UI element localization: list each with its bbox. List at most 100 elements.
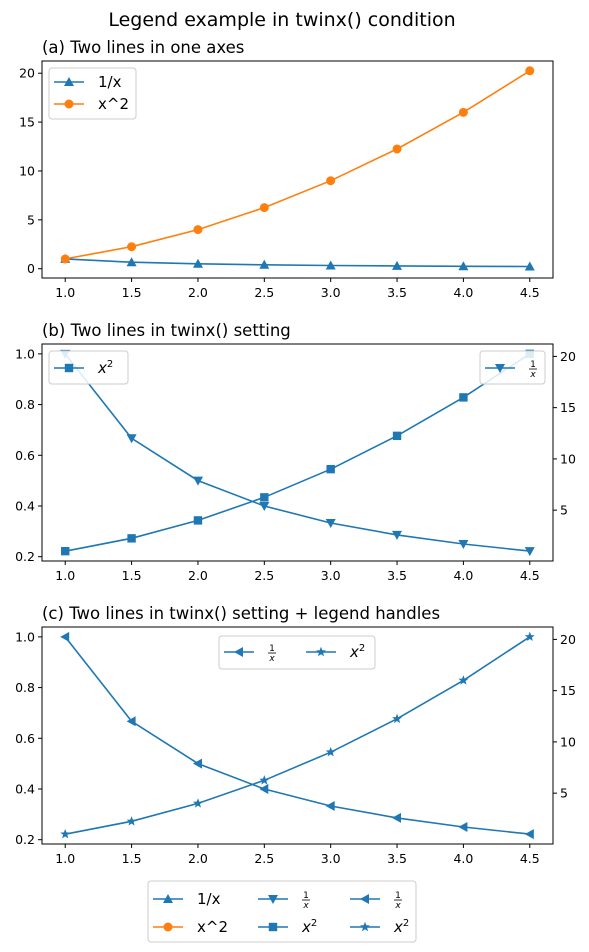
legend-b-right: 1x [479,350,546,385]
data-point [326,176,336,186]
axes-frame [41,343,554,562]
x-tick-label: 3.5 [387,851,407,866]
x-tick-label: 1.0 [55,851,75,866]
series-1 [60,631,534,840]
right-y-tick-label: 5 [560,786,568,801]
data-point [524,631,535,641]
right-y-tick-label: 15 [560,683,576,698]
svg-text:x: x [529,370,536,380]
data-point [60,829,71,839]
series-2 [61,349,534,556]
data-point [325,747,336,757]
figure-legend-entry: 1/x [153,890,221,908]
svg-text:x: x [268,654,275,664]
y-tick-label: 0.6 [15,448,35,463]
y-tick-label: 0.8 [15,680,35,695]
subplot-c-title: (c) Two lines in twinx() setting + legen… [42,604,440,623]
legend-b-left: x2 [48,350,129,385]
right-y-tick-label: 10 [560,451,576,466]
series-1 [60,253,535,271]
data-point [392,713,402,724]
figure-legend-entry: 1x [258,891,310,911]
data-point [458,675,469,685]
x-tick-label: 1.5 [122,568,142,583]
svg-text:1: 1 [530,360,536,370]
x-tick-label: 3.5 [387,285,407,300]
series-line [65,636,531,835]
data-point [458,261,469,271]
axes-frame [41,626,554,845]
svg-text:1: 1 [395,891,401,901]
svg-text:x: x [394,901,401,911]
data-point [126,434,137,444]
y-tick-label: 15 [19,115,35,130]
data-point [259,784,269,794]
subplot-c: 1.0 1.5 2.0 2.5 3.0 3.5 4.0 4.5 0.2 0.4 0.6 0.8 1.0 5… [15,626,576,866]
y-tick-label: 0.6 [15,731,35,746]
data-point [259,775,270,785]
data-point [524,547,535,557]
series-line [64,636,530,835]
data-point [60,254,70,264]
legend-entry: x^2 [54,95,129,113]
data-point [458,107,468,117]
data-point [325,519,336,528]
x-tick-label: 2.5 [254,285,274,300]
svg-text:1/x: 1/x [98,73,122,91]
series-2 [60,631,535,839]
x-tick-label: 4.5 [520,285,540,300]
data-point [392,260,402,270]
x-tick-label: 4.0 [453,568,473,583]
x-tick-label: 2.5 [254,851,274,866]
x-tick-label: 3.0 [321,851,341,866]
data-point [61,546,70,556]
data-point [326,464,335,474]
data-point [127,242,137,252]
figure-legend-entry: x^2 [153,918,228,936]
subplot-a-title: (a) Two lines in one axes [42,38,244,57]
y-tick-label: 1.0 [15,629,35,644]
y-tick-label: 0.4 [15,781,35,796]
data-point [193,798,203,808]
data-point [193,225,203,235]
data-point [127,534,136,543]
y-tick-label: 1.0 [15,346,35,361]
x-tick-label: 1.0 [55,568,75,583]
y-tick-label: 10 [19,163,35,178]
data-point [458,540,469,549]
series-line [65,70,531,260]
y-tick-label: 0.2 [15,549,35,564]
svg-text:1: 1 [303,891,309,901]
series-1 [60,349,535,557]
series-line [65,258,530,268]
data-point [458,822,468,832]
x-tick-label: 1.5 [122,851,142,866]
legend-frame [218,635,376,670]
svg-text:x^2: x^2 [197,918,228,936]
x-tick-label: 1.0 [55,285,75,300]
svg-text:x: x [302,901,309,911]
legend-entry: 1x [224,644,276,664]
data-point [459,393,468,402]
x-tick-label: 2.0 [188,851,208,866]
data-point [259,502,270,511]
x-tick-label: 2.0 [188,568,208,583]
data-point [524,829,534,840]
right-y-tick-label: 10 [560,734,576,749]
data-point [392,812,401,823]
legend-frame [147,880,417,943]
legend-c: 1x x2 [218,635,376,670]
data-point [392,431,402,441]
data-point [193,758,202,769]
series-line [64,353,530,552]
svg-text:1: 1 [269,644,275,654]
y-tick-label: 0.4 [15,498,35,513]
data-point [325,801,335,811]
series-2 [60,66,535,264]
right-y-tick-label: 20 [560,632,576,647]
axes-frame [41,60,554,279]
x-tick-label: 3.0 [321,285,341,300]
data-point [193,476,203,486]
